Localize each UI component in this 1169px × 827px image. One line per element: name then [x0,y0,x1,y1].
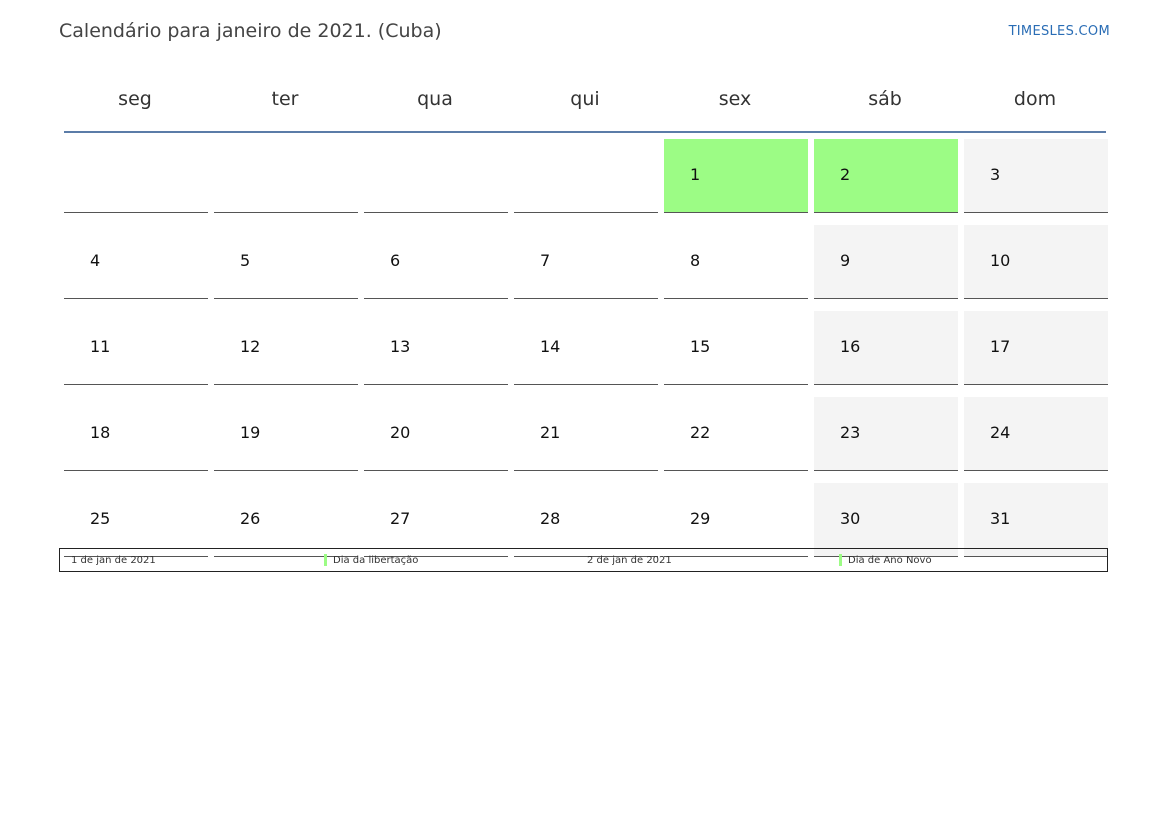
week-row: 25 26 27 28 29 30 31 [60,483,1110,563]
weekday-header: dom [1013,88,1057,110]
day-number: 28 [540,509,561,528]
empty-day-cell [514,139,658,213]
holiday-marker [324,554,327,566]
holiday-legend: 1 de jan de 2021 Dia da libertação 2 de … [59,548,1108,572]
day-number: 30 [840,509,861,528]
day-number: 13 [390,337,411,356]
day-cell[interactable]: 22 [664,397,808,471]
day-number: 15 [690,337,711,356]
day-number: 7 [540,251,551,270]
day-cell[interactable]: 29 [664,483,808,557]
legend-holiday-name: Dia da libertação [333,555,419,566]
day-cell[interactable]: 14 [514,311,658,385]
weekday-header: ter [271,88,299,110]
day-number: 26 [240,509,261,528]
day-cell[interactable]: 16 [814,311,958,385]
weekday-header: seg [118,88,152,110]
day-cell[interactable]: 25 [64,483,208,557]
day-cell[interactable]: 30 [814,483,958,557]
day-number: 20 [390,423,411,442]
day-cell[interactable]: 7 [514,225,658,299]
page-title: Calendário para janeiro de 2021. (Cuba) [59,20,442,42]
day-number: 12 [240,337,261,356]
day-number: 1 [690,165,701,184]
day-cell[interactable]: 19 [214,397,358,471]
day-cell[interactable]: 13 [364,311,508,385]
day-cell[interactable]: 2 [814,139,958,213]
day-number: 21 [540,423,561,442]
calendar-grid: seg ter qua qui sex sáb dom 1 2 3 4 5 6 7 8 9 10 1… [60,72,1110,563]
day-number: 27 [390,509,411,528]
day-cell[interactable]: 10 [964,225,1108,299]
day-cell[interactable]: 3 [964,139,1108,213]
day-cell[interactable]: 27 [364,483,508,557]
day-number: 22 [690,423,711,442]
day-number: 2 [840,165,851,184]
legend-date: 1 de jan de 2021 [71,555,156,566]
day-cell[interactable]: 31 [964,483,1108,557]
day-cell[interactable]: 15 [664,311,808,385]
day-number: 9 [840,251,851,270]
weekday-header: sáb [868,88,902,110]
day-number: 17 [990,337,1011,356]
week-row: 4 5 6 7 8 9 10 [60,225,1110,305]
weekday-header: qui [570,88,600,110]
day-cell[interactable]: 26 [214,483,358,557]
day-number: 14 [540,337,561,356]
day-number: 3 [990,165,1001,184]
week-row: 11 12 13 14 15 16 17 [60,311,1110,391]
day-number: 19 [240,423,261,442]
day-cell[interactable]: 28 [514,483,658,557]
week-row: 1 2 3 [60,139,1110,219]
day-number: 24 [990,423,1011,442]
day-cell[interactable]: 21 [514,397,658,471]
weekday-header-row: seg ter qua qui sex sáb dom [60,72,1110,131]
week-row: 18 19 20 21 22 23 24 [60,397,1110,477]
empty-day-cell [214,139,358,213]
day-number: 18 [90,423,111,442]
day-cell[interactable]: 20 [364,397,508,471]
site-link[interactable]: TIMESLES.COM [1008,24,1110,39]
day-number: 10 [990,251,1011,270]
day-cell[interactable]: 17 [964,311,1108,385]
header-divider [64,131,1106,133]
day-cell[interactable]: 4 [64,225,208,299]
day-number: 5 [240,251,251,270]
weekday-header: qua [417,88,453,110]
day-number: 6 [390,251,401,270]
day-number: 8 [690,251,701,270]
day-cell[interactable]: 23 [814,397,958,471]
empty-day-cell [364,139,508,213]
legend-holiday-name: Dia de Ano Novo [848,555,932,566]
legend-date: 2 de jan de 2021 [587,555,672,566]
day-number: 25 [90,509,111,528]
day-number: 23 [840,423,861,442]
day-cell[interactable]: 9 [814,225,958,299]
day-cell[interactable]: 18 [64,397,208,471]
weeks-container: 1 2 3 4 5 6 7 8 9 10 11 12 13 14 15 16 17 18 19 20 21 22 23 24 2… [60,139,1110,563]
day-number: 16 [840,337,861,356]
day-cell[interactable]: 6 [364,225,508,299]
day-cell[interactable]: 24 [964,397,1108,471]
day-cell[interactable]: 8 [664,225,808,299]
weekday-header: sex [718,88,752,110]
day-number: 4 [90,251,101,270]
day-number: 29 [690,509,711,528]
day-cell[interactable]: 12 [214,311,358,385]
day-number: 31 [990,509,1011,528]
day-cell[interactable]: 5 [214,225,358,299]
day-number: 11 [90,337,111,356]
holiday-marker [839,554,842,566]
empty-day-cell [64,139,208,213]
day-cell[interactable]: 1 [664,139,808,213]
day-cell[interactable]: 11 [64,311,208,385]
